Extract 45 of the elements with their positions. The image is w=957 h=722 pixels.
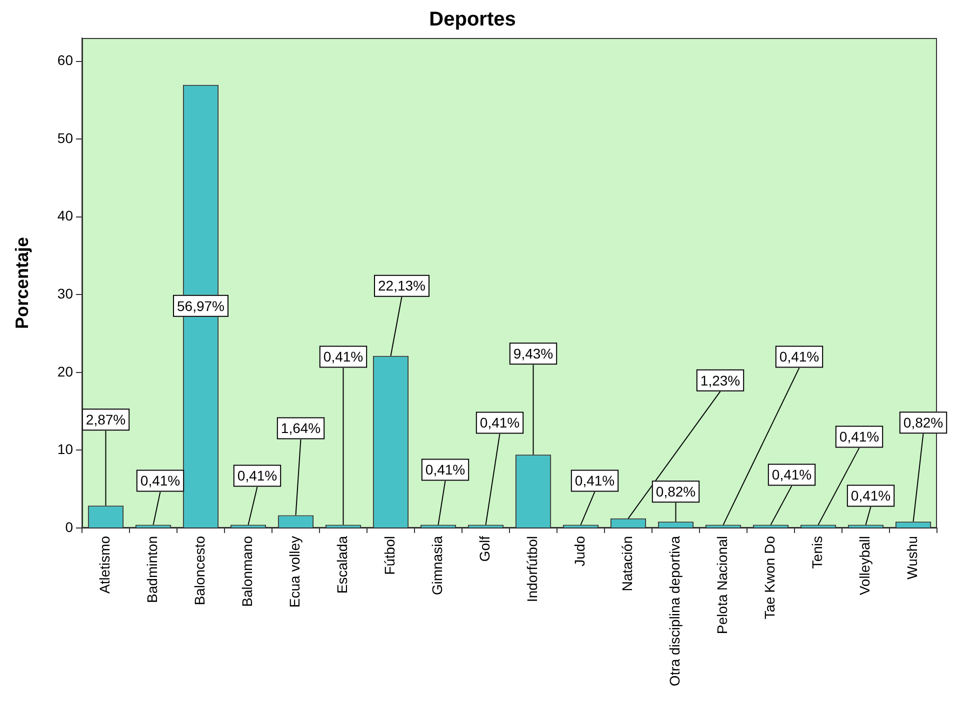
- x-tick-label: Balonmano: [239, 536, 256, 607]
- x-tick-label: Ecua volley: [286, 536, 303, 608]
- y-tick-label: 30: [57, 286, 74, 302]
- x-tick-label: Badminton: [144, 536, 160, 603]
- data-label: 1,64%: [280, 420, 321, 436]
- data-label: 0,41%: [237, 468, 278, 484]
- data-label: 0,41%: [425, 462, 466, 478]
- y-tick-label: 20: [57, 363, 74, 380]
- data-label: 0,41%: [480, 414, 520, 431]
- data-label: 0,41%: [574, 472, 615, 489]
- x-tick-label: Escalada: [334, 536, 350, 594]
- x-tick-label: Golf: [476, 536, 493, 562]
- data-label: 0,82%: [903, 414, 944, 430]
- x-tick-label: Baloncesto: [192, 536, 208, 606]
- x-tick-label: Tenis: [809, 536, 826, 569]
- x-tick-label: Indorfútbol: [524, 536, 540, 602]
- x-tick-label: Volleyball: [856, 536, 873, 596]
- y-tick-label: 50: [57, 130, 74, 146]
- data-label: 0,82%: [656, 483, 696, 500]
- y-axis-title: Porcentaje: [12, 236, 32, 330]
- x-tick-label: Fútbol: [382, 536, 398, 575]
- data-label: 22,13%: [378, 278, 426, 294]
- x-tick-label: Judo: [572, 536, 588, 566]
- y-tick-label: 40: [57, 208, 74, 224]
- data-label: 1,23%: [700, 372, 740, 388]
- chart-title: Deportes: [429, 8, 516, 31]
- x-tick-label: Otra disciplina deportiva: [666, 536, 683, 686]
- x-tick-label: Pelota Nacional: [714, 536, 730, 634]
- x-tick-label: Atletismo: [96, 536, 113, 594]
- data-label: 9,43%: [513, 346, 554, 362]
- data-label: 2,87%: [86, 412, 126, 428]
- y-tick-label: 60: [57, 52, 74, 68]
- data-label: 0,41%: [779, 348, 820, 365]
- data-label: 0,41%: [323, 348, 364, 365]
- x-tick-label: Natación: [619, 536, 636, 592]
- data-label: 0,41%: [839, 428, 880, 445]
- y-tick-label: 10: [57, 441, 74, 458]
- x-tick-label: Tae Kwon Do: [762, 536, 778, 620]
- data-label: 0,41%: [772, 466, 812, 483]
- data-label: 56,97%: [177, 298, 224, 314]
- data-label: 0,41%: [850, 488, 891, 504]
- x-tick-label: Gimnasia: [429, 536, 446, 596]
- y-tick-label: 0: [65, 518, 74, 535]
- data-label: 0,41%: [140, 472, 180, 489]
- x-tick-label: Wushu: [904, 536, 920, 580]
